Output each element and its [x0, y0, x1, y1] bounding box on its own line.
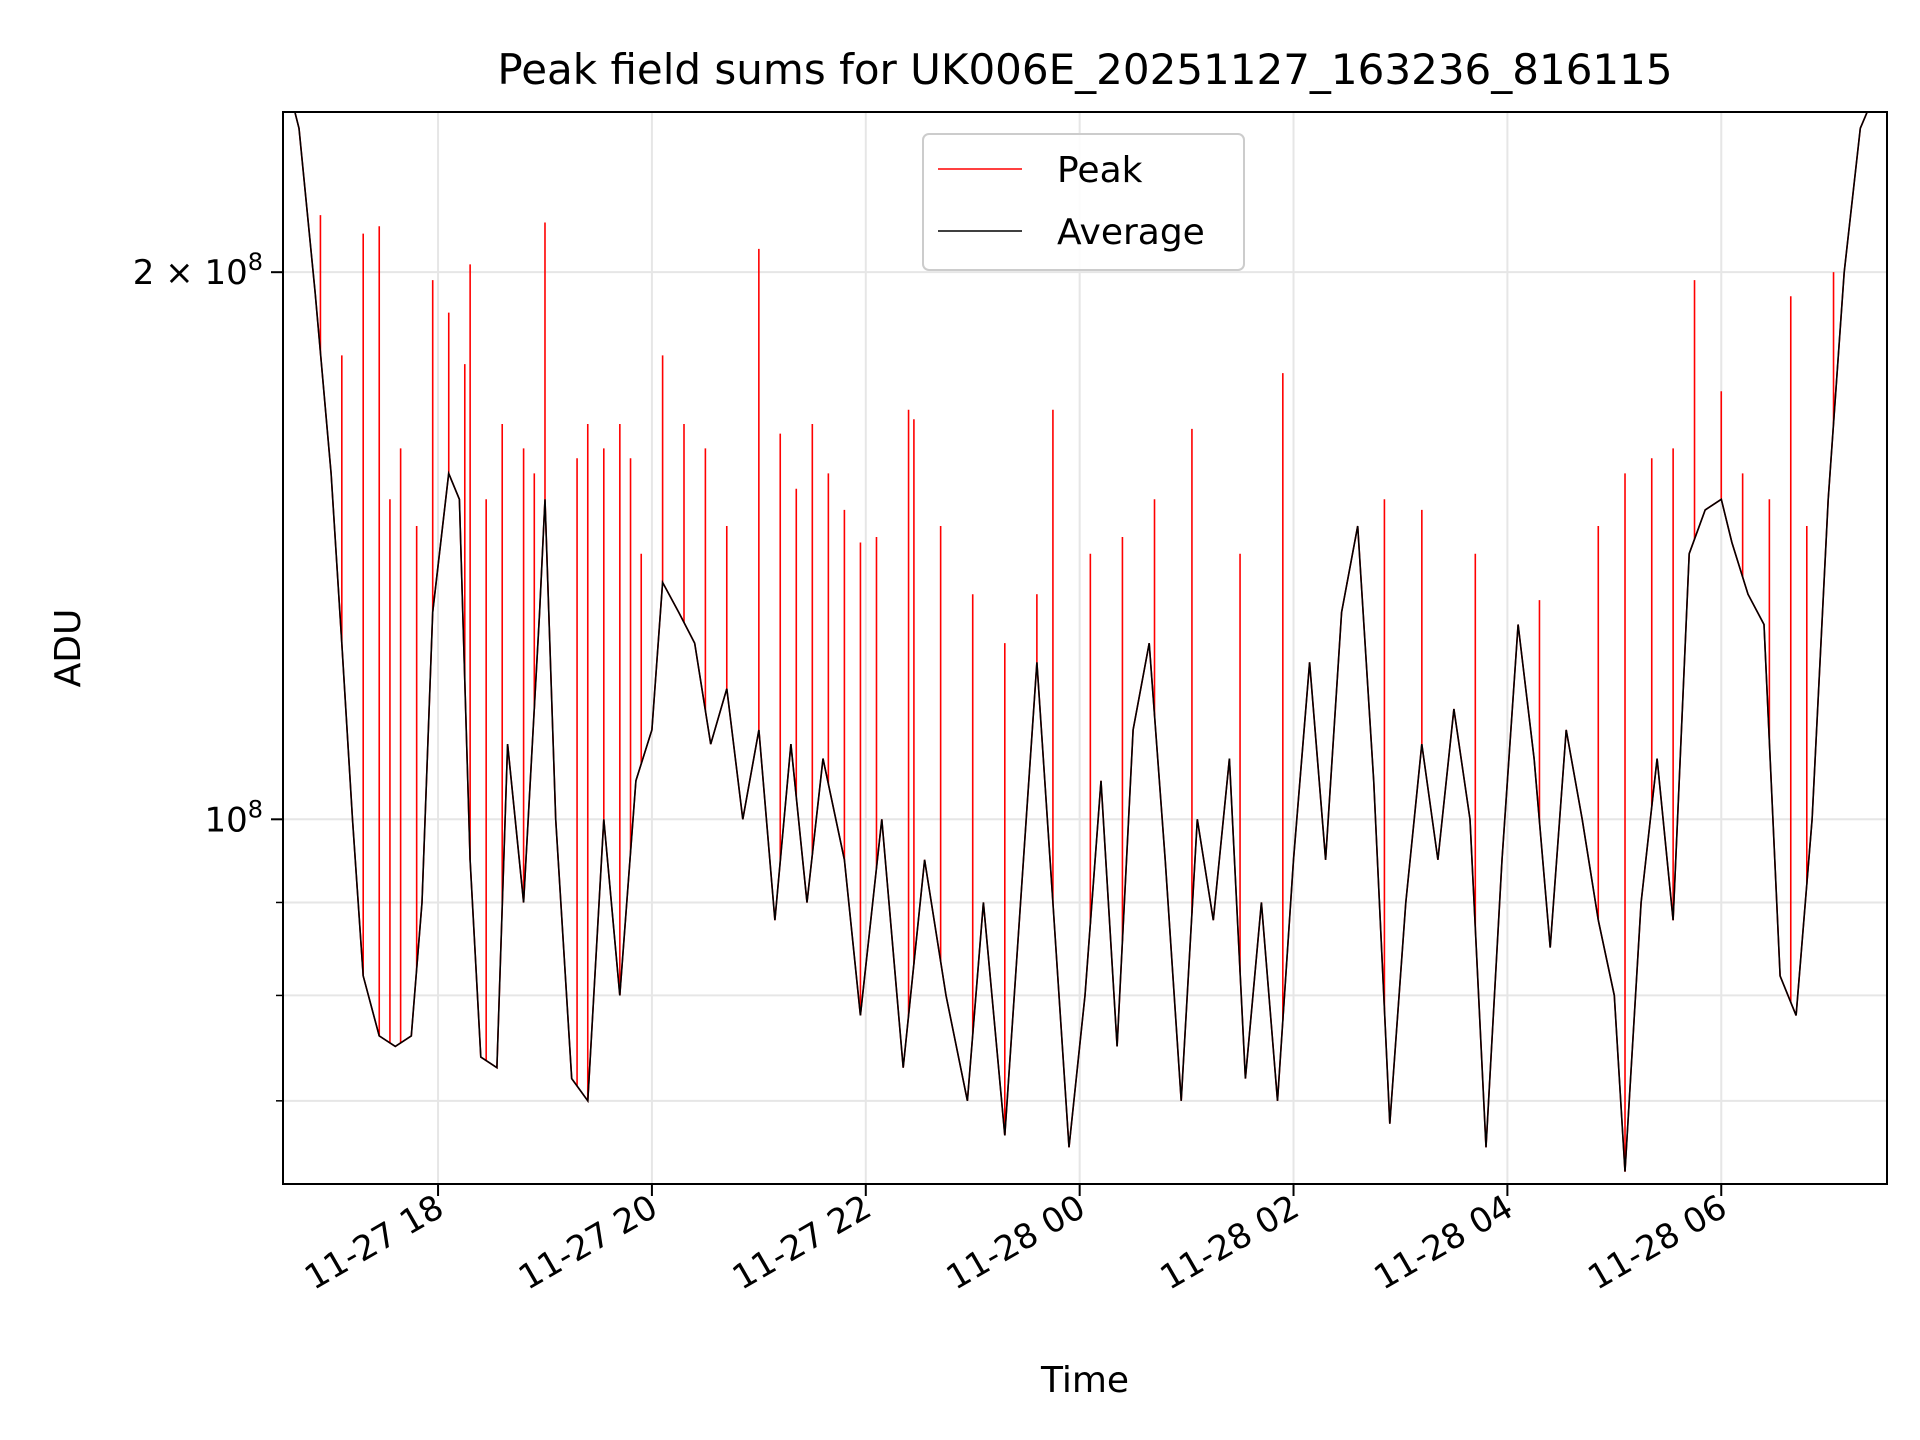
chart-title: Peak field sums for UK006E_20251127_1632… [497, 45, 1672, 94]
average-line [294, 112, 1869, 1172]
x-axis-label: Time [1040, 1360, 1129, 1401]
y-axis-ticks: 108 2 × 108 [133, 248, 283, 1102]
legend-box [922, 133, 1245, 271]
plot-frame [282, 111, 1888, 1185]
y-tick-label: 108 [204, 795, 263, 840]
y-axis-label: ADU [48, 609, 89, 688]
series-peak [294, 112, 1869, 1172]
y-tick-label: 2 × 108 [133, 248, 263, 293]
legend-average-label: Average [1057, 212, 1205, 253]
legend-peak-label: Peak [1057, 150, 1143, 191]
legend: Peak Average [922, 133, 1245, 271]
plot-series [294, 112, 1869, 1172]
series-average [294, 112, 1869, 1172]
